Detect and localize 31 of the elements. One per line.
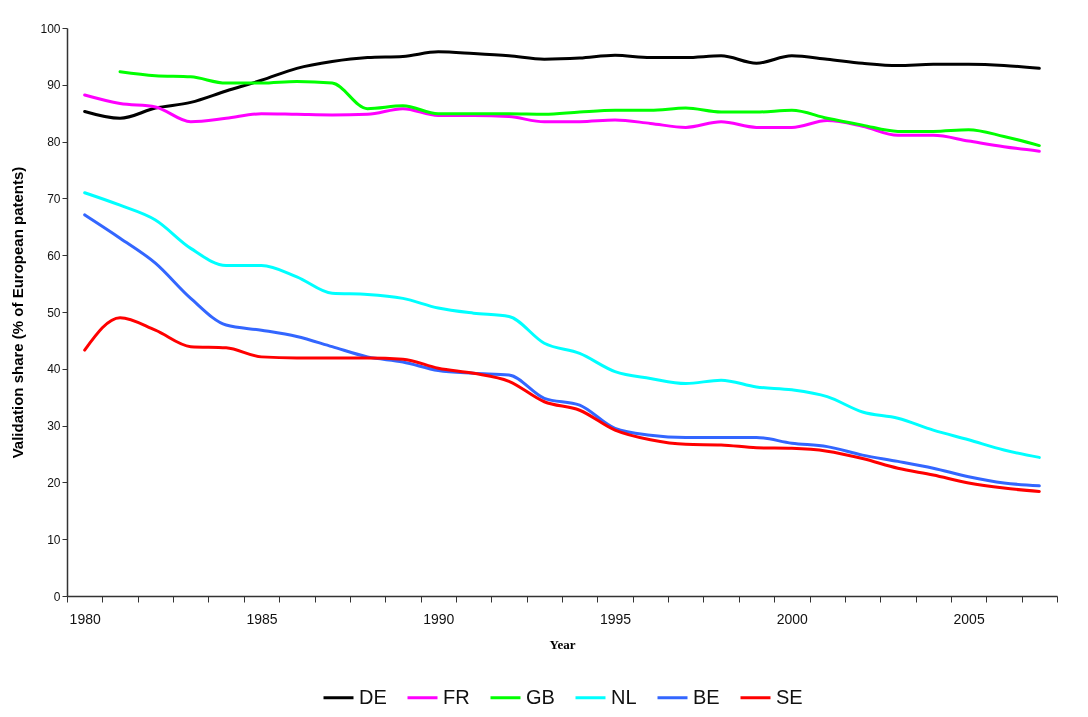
legend-label: DE: [359, 685, 387, 708]
legend-label: SE: [776, 685, 803, 708]
x-axis-title: Year: [549, 636, 576, 652]
line-series: [118, 70, 1041, 148]
y-tick-label: 10: [47, 532, 61, 547]
x-tick-label: 1980: [69, 610, 101, 627]
y-tick-label: 40: [47, 362, 61, 377]
y-tick-label: 100: [40, 21, 61, 36]
line-series: [83, 93, 1041, 153]
x-tick-label: 2000: [776, 610, 809, 627]
line-series: [83, 191, 1041, 459]
legend-label: BE: [693, 685, 720, 708]
legend-label: NL: [611, 685, 637, 708]
y-tick-label: 0: [53, 589, 61, 604]
x-tick-label: 1990: [423, 610, 455, 627]
y-tick-label: 20: [47, 475, 61, 490]
line-series: [83, 50, 1041, 120]
y-tick-label: 30: [47, 419, 61, 434]
x-tick-label: 2005: [953, 610, 985, 627]
y-tick-label: 90: [47, 78, 61, 93]
y-axis-title: Validation share (% of European patents): [9, 166, 27, 459]
y-tick-label: 80: [47, 135, 61, 150]
y-tick-label: 60: [47, 248, 61, 263]
y-tick-label: 70: [47, 191, 61, 206]
legend-label: FR: [443, 685, 470, 708]
x-tick-label: 1985: [246, 610, 278, 627]
line-series: [83, 316, 1041, 493]
x-tick-label: 1995: [599, 610, 632, 627]
line-series: [83, 213, 1041, 488]
y-tick-label: 50: [47, 305, 61, 320]
legend-label: GB: [526, 685, 555, 708]
